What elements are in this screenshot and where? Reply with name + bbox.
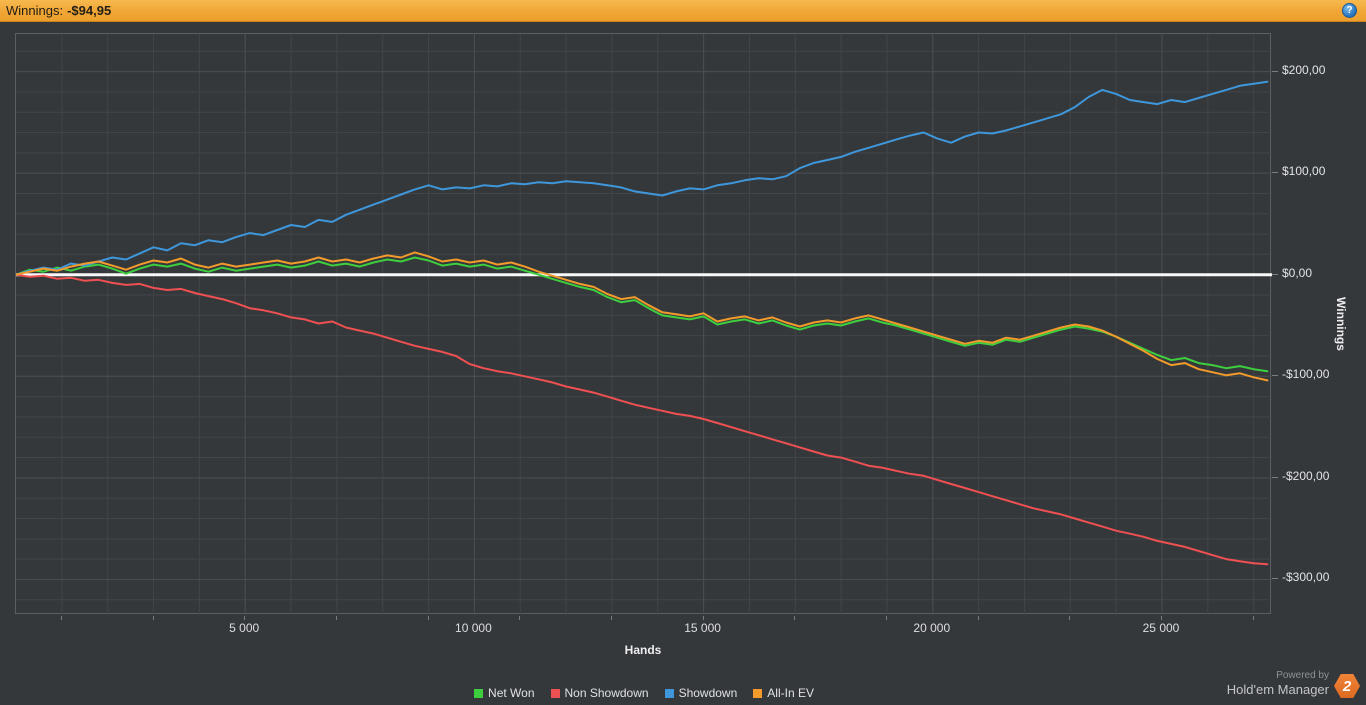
winnings-value: -$94,95 — [67, 3, 112, 18]
y-axis-title: Winnings — [1334, 296, 1348, 351]
legend-swatch-all_in_ev-icon — [753, 688, 763, 698]
series-showdown-line — [16, 80, 1269, 276]
x-tick-label: 5 000 — [229, 621, 260, 635]
legend-label: All-In EV — [767, 686, 814, 700]
x-tick-mark — [427, 616, 429, 620]
legend-label: Showdown — [678, 686, 738, 700]
x-tick-mark — [702, 616, 704, 620]
x-tick-mark — [335, 616, 337, 620]
y-tick-mark — [1272, 273, 1278, 275]
x-tick-mark — [60, 616, 62, 620]
title-bar: Winnings: -$94,95 ? — [0, 0, 1366, 22]
x-tick-mark — [794, 616, 796, 620]
x-tick-mark — [1252, 616, 1254, 620]
x-tick-mark — [885, 616, 887, 620]
x-tick-label: 15 000 — [684, 621, 721, 635]
y-tick-mark — [1272, 375, 1278, 377]
legend-item-all_in_ev[interactable]: All-In EV — [753, 686, 814, 700]
x-tick-mark — [977, 616, 979, 620]
x-tick-mark — [152, 616, 154, 620]
legend-item-showdown[interactable]: Showdown — [664, 686, 738, 700]
help-icon[interactable]: ? — [1342, 3, 1357, 18]
series-net_won-line — [16, 256, 1269, 373]
y-tick-mark — [1272, 476, 1278, 478]
x-tick-label: 25 000 — [1142, 621, 1180, 635]
legend-swatch-non_showdown-icon — [550, 688, 560, 698]
y-tick-mark — [1272, 578, 1278, 580]
powered-by-block: Powered by Hold'em Manager 2 — [1220, 670, 1360, 698]
plot-area[interactable] — [15, 33, 1272, 615]
legend-swatch-showdown-icon — [664, 688, 674, 698]
x-tick-mark — [1160, 616, 1162, 620]
legend-label: Non Showdown — [564, 686, 649, 700]
y-tick-label: $0,00 — [1282, 265, 1313, 280]
x-tick-mark — [610, 616, 612, 620]
chart-region: $200,00 $100,00 $0,00 -$100,00 -$200,00 -$300… — [0, 22, 1366, 705]
y-tick-mark — [1272, 70, 1278, 72]
legend-swatch-net_won-icon — [474, 688, 484, 698]
y-tick-label: $100,00 — [1282, 164, 1326, 179]
x-tick-mark — [1069, 616, 1071, 620]
x-tick-mark — [519, 616, 521, 620]
series-all_in_ev-line — [16, 251, 1269, 382]
x-tick-label: 10 000 — [455, 621, 492, 635]
legend-item-net_won[interactable]: Net Won — [474, 686, 535, 700]
y-tick-label: $200,00 — [1282, 62, 1326, 77]
series-non_showdown-line — [16, 273, 1269, 566]
legend-item-non_showdown[interactable]: Non Showdown — [550, 686, 649, 700]
winnings-label: Winnings: — [6, 3, 64, 18]
brand-badge-icon: 2 — [1334, 674, 1360, 698]
legend-label: Net Won — [488, 686, 535, 700]
powered-by-label: Powered by — [1276, 670, 1329, 681]
y-tick-label: -$200,00 — [1282, 468, 1330, 483]
brand-texts: Powered by Hold'em Manager — [1220, 670, 1329, 698]
x-axis-title: Hands — [624, 643, 662, 657]
y-tick-label: -$300,00 — [1282, 570, 1330, 585]
y-tick-label: -$100,00 — [1282, 367, 1330, 382]
chart-legend: Net Won Non Showdown Showdown All-In EV — [0, 683, 1288, 703]
x-tick-mark — [244, 616, 246, 620]
x-tick-label: 20 000 — [913, 621, 951, 635]
y-tick-mark — [1272, 172, 1278, 174]
brand-name: Hold'em Manager — [1226, 682, 1329, 697]
